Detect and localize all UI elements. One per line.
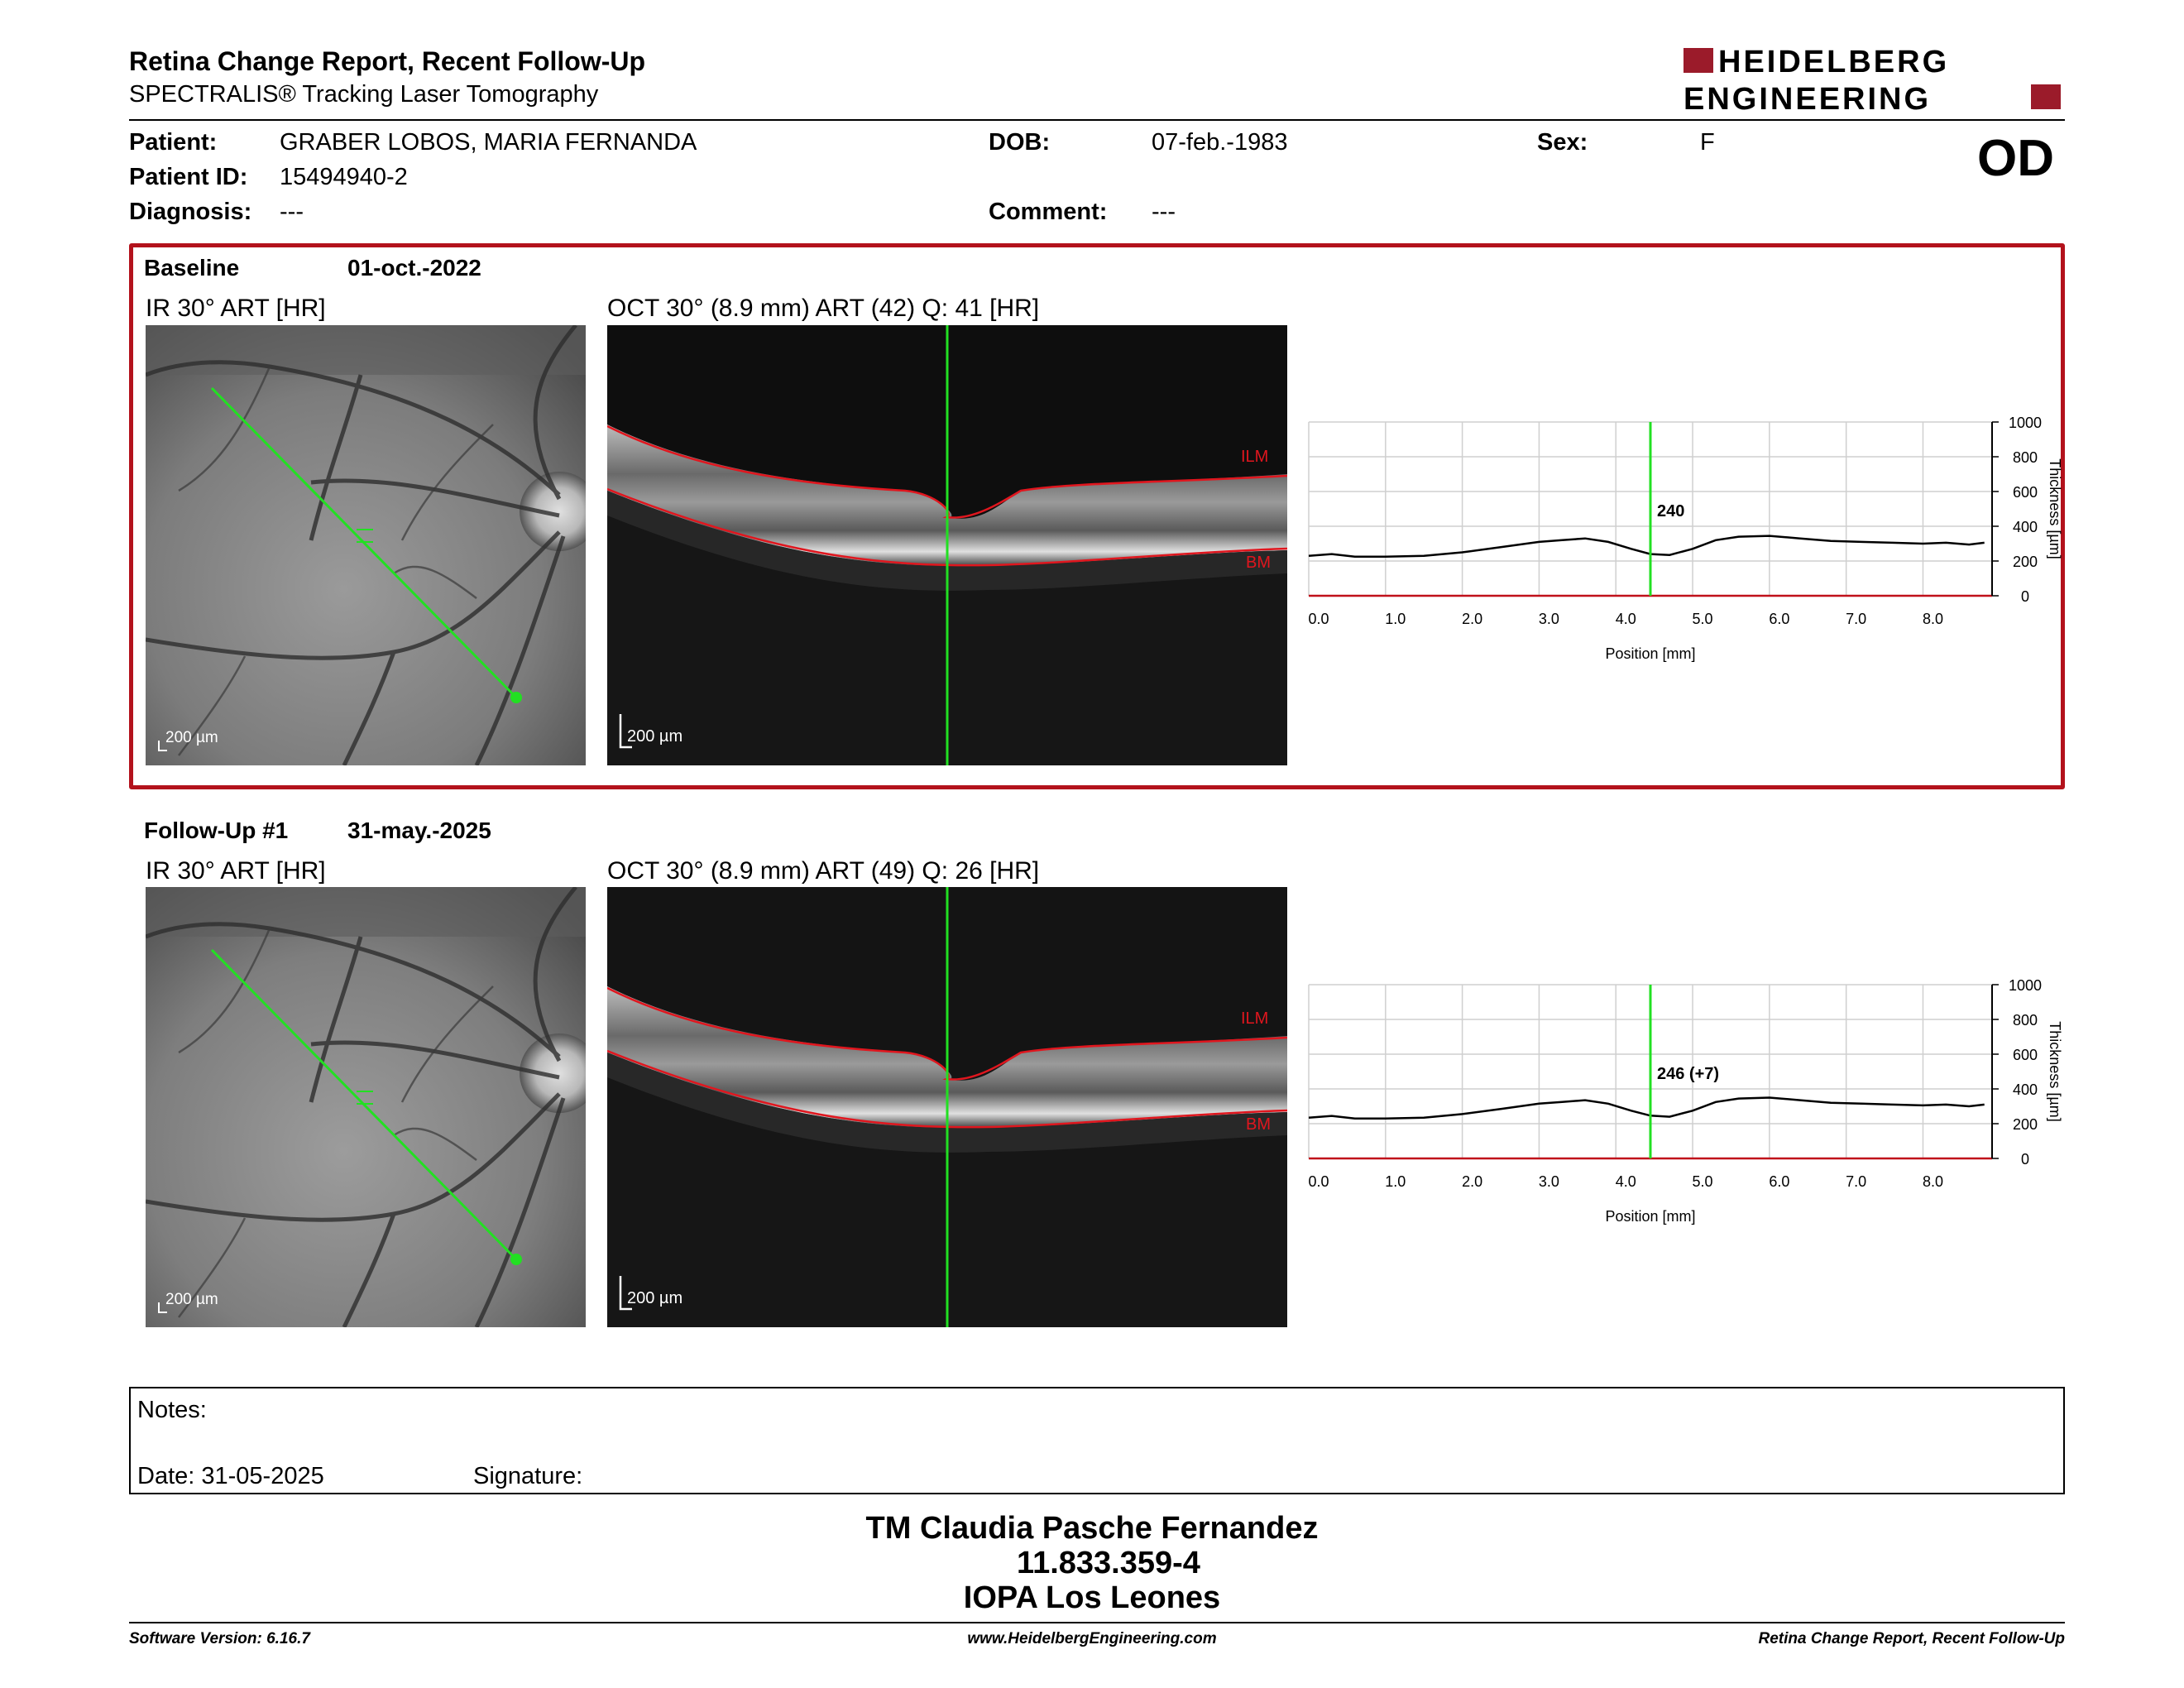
x-tick-label: 7.0 — [1846, 1173, 1866, 1190]
patient-id-label: Patient ID: — [129, 164, 248, 190]
footer-website: www.HeidelbergEngineering.com — [967, 1630, 1217, 1647]
patient-id: 15494940-2 — [280, 164, 408, 190]
signer-name: TM Claudia Pasche Fernandez — [865, 1511, 1319, 1546]
diagnosis-value: --- — [280, 199, 304, 225]
footer-software-version: Software Version: 6.16.7 — [129, 1630, 310, 1647]
y-tick-label: 1000 — [2009, 415, 2042, 431]
x-tick-label: 4.0 — [1616, 1173, 1636, 1190]
followup-label: Follow-Up #1 — [144, 818, 289, 843]
y-axis-label: Thickness [µm] — [2047, 458, 2063, 559]
x-tick-label: 8.0 — [1923, 611, 1943, 627]
baseline-label: Baseline — [144, 255, 240, 281]
followup-oct-bscan-image: ILM BM 200 µm — [607, 887, 1287, 1327]
footer-report-name: Retina Change Report, Recent Follow-Up — [1758, 1630, 2065, 1647]
notes-label: Notes: — [137, 1397, 207, 1423]
y-axis-label: Thickness [µm] — [2047, 1021, 2063, 1121]
baseline-thickness-chart: 0 200 400 600 800 1000 0.0 1.0 2.0 3.0 4.0 5.0 6.0 7.… — [1308, 415, 2063, 662]
y-tick-label: 200 — [2013, 554, 2038, 570]
notes-box: Notes: Date: 31-05-2025 Signature: — [129, 1387, 2065, 1494]
dob-label: DOB: — [989, 129, 1051, 156]
y-tick-label: 0 — [2021, 588, 2029, 605]
baseline-bm-label: BM — [1246, 554, 1271, 572]
header-divider — [129, 119, 2065, 121]
baseline-ir-fundus-image: 200 µm — [146, 325, 586, 765]
y-tick-label: 600 — [2013, 484, 2038, 501]
baseline-oct-scale-bar: 200 µm — [627, 727, 683, 746]
heidelberg-logo: HEIDELBERG ENGINEERING — [1684, 45, 2064, 117]
y-tick-label: 600 — [2013, 1047, 2038, 1063]
y-tick-label: 800 — [2013, 449, 2038, 466]
followup-oct-scale-bar: 200 µm — [627, 1289, 683, 1307]
x-tick-label: 4.0 — [1616, 611, 1636, 627]
eye-indicator: OD — [1977, 130, 2054, 187]
followup-thickness-chart: 0 200 400 600 800 1000 0.0 1.0 2.0 3.0 4.0 5.0 6.0 7.… — [1308, 977, 2063, 1225]
y-tick-label: 200 — [2013, 1116, 2038, 1133]
footer-divider — [129, 1622, 2065, 1623]
baseline-ir-title: IR 30° ART [HR] — [146, 295, 326, 322]
baseline-ir-scale-bar: 200 µm — [165, 729, 218, 746]
followup-ir-title: IR 30° ART [HR] — [146, 857, 326, 885]
x-axis-label: Position [mm] — [1605, 1208, 1695, 1225]
baseline-panel — [129, 243, 2065, 789]
dob-value: 07-feb.-1983 — [1152, 129, 1288, 156]
y-tick-label: 400 — [2013, 1081, 2038, 1098]
svg-text:HEIDELBERG: HEIDELBERG — [1718, 46, 1949, 79]
baseline-date: 01-oct.-2022 — [347, 255, 481, 281]
cursor-thickness-value: 246 (+7) — [1657, 1065, 1719, 1083]
x-tick-label: 6.0 — [1769, 611, 1789, 627]
x-tick-label: 5.0 — [1693, 611, 1713, 627]
x-tick-label: 0.0 — [1308, 611, 1329, 627]
x-tick-label: 7.0 — [1846, 611, 1866, 627]
diagnosis-label: Diagnosis: — [129, 199, 252, 225]
x-tick-label: 5.0 — [1693, 1173, 1713, 1190]
x-tick-label: 3.0 — [1539, 611, 1559, 627]
notes-date: Date: 31-05-2025 — [137, 1463, 324, 1489]
comment-value: --- — [1152, 199, 1176, 225]
thickness-line — [1308, 1096, 1985, 1120]
comment-label: Comment: — [989, 199, 1108, 225]
followup-date: 31-may.-2025 — [347, 818, 491, 843]
x-tick-label: 2.0 — [1462, 1173, 1482, 1190]
report-title: Retina Change Report, Recent Follow-Up — [129, 46, 646, 76]
y-tick-label: 0 — [2021, 1151, 2029, 1168]
y-tick-label: 400 — [2013, 519, 2038, 535]
sex-label: Sex: — [1537, 129, 1588, 156]
x-tick-label: 6.0 — [1769, 1173, 1789, 1190]
y-tick-label: 800 — [2013, 1012, 2038, 1029]
report-subtitle: SPECTRALIS® Tracking Laser Tomography — [129, 81, 599, 108]
patient-name-label: Patient: — [129, 129, 218, 156]
followup-oct-title: OCT 30° (8.9 mm) ART (49) Q: 26 [HR] — [607, 857, 1040, 885]
baseline-oct-bscan-image: ILM BM 200 µm — [607, 325, 1287, 765]
x-tick-label: 2.0 — [1462, 611, 1482, 627]
x-tick-label: 0.0 — [1308, 1173, 1329, 1190]
followup-ilm-label: ILM — [1241, 1009, 1269, 1028]
followup-ir-scale-bar: 200 µm — [165, 1291, 218, 1308]
x-tick-label: 1.0 — [1385, 1173, 1406, 1190]
followup-ir-fundus-image: 200 µm — [146, 887, 586, 1327]
followup-bm-label: BM — [1246, 1115, 1271, 1134]
x-axis-label: Position [mm] — [1605, 645, 1695, 662]
sex-value: F — [1700, 129, 1715, 156]
thickness-line — [1308, 535, 1985, 559]
signature-label: Signature: — [473, 1463, 583, 1489]
y-tick-label: 1000 — [2009, 977, 2042, 994]
baseline-ilm-label: ILM — [1241, 448, 1269, 466]
svg-text:ENGINEERING: ENGINEERING — [1684, 82, 1931, 113]
cursor-thickness-value: 240 — [1657, 502, 1684, 520]
x-tick-label: 8.0 — [1923, 1173, 1943, 1190]
patient-name: GRABER LOBOS, MARIA FERNANDA — [280, 129, 697, 156]
x-tick-label: 3.0 — [1539, 1173, 1559, 1190]
x-tick-label: 1.0 — [1385, 611, 1406, 627]
baseline-oct-title: OCT 30° (8.9 mm) ART (42) Q: 41 [HR] — [607, 295, 1040, 322]
signer-institution: IOPA Los Leones — [963, 1580, 1221, 1615]
signer-id: 11.833.359-4 — [1017, 1546, 1200, 1580]
